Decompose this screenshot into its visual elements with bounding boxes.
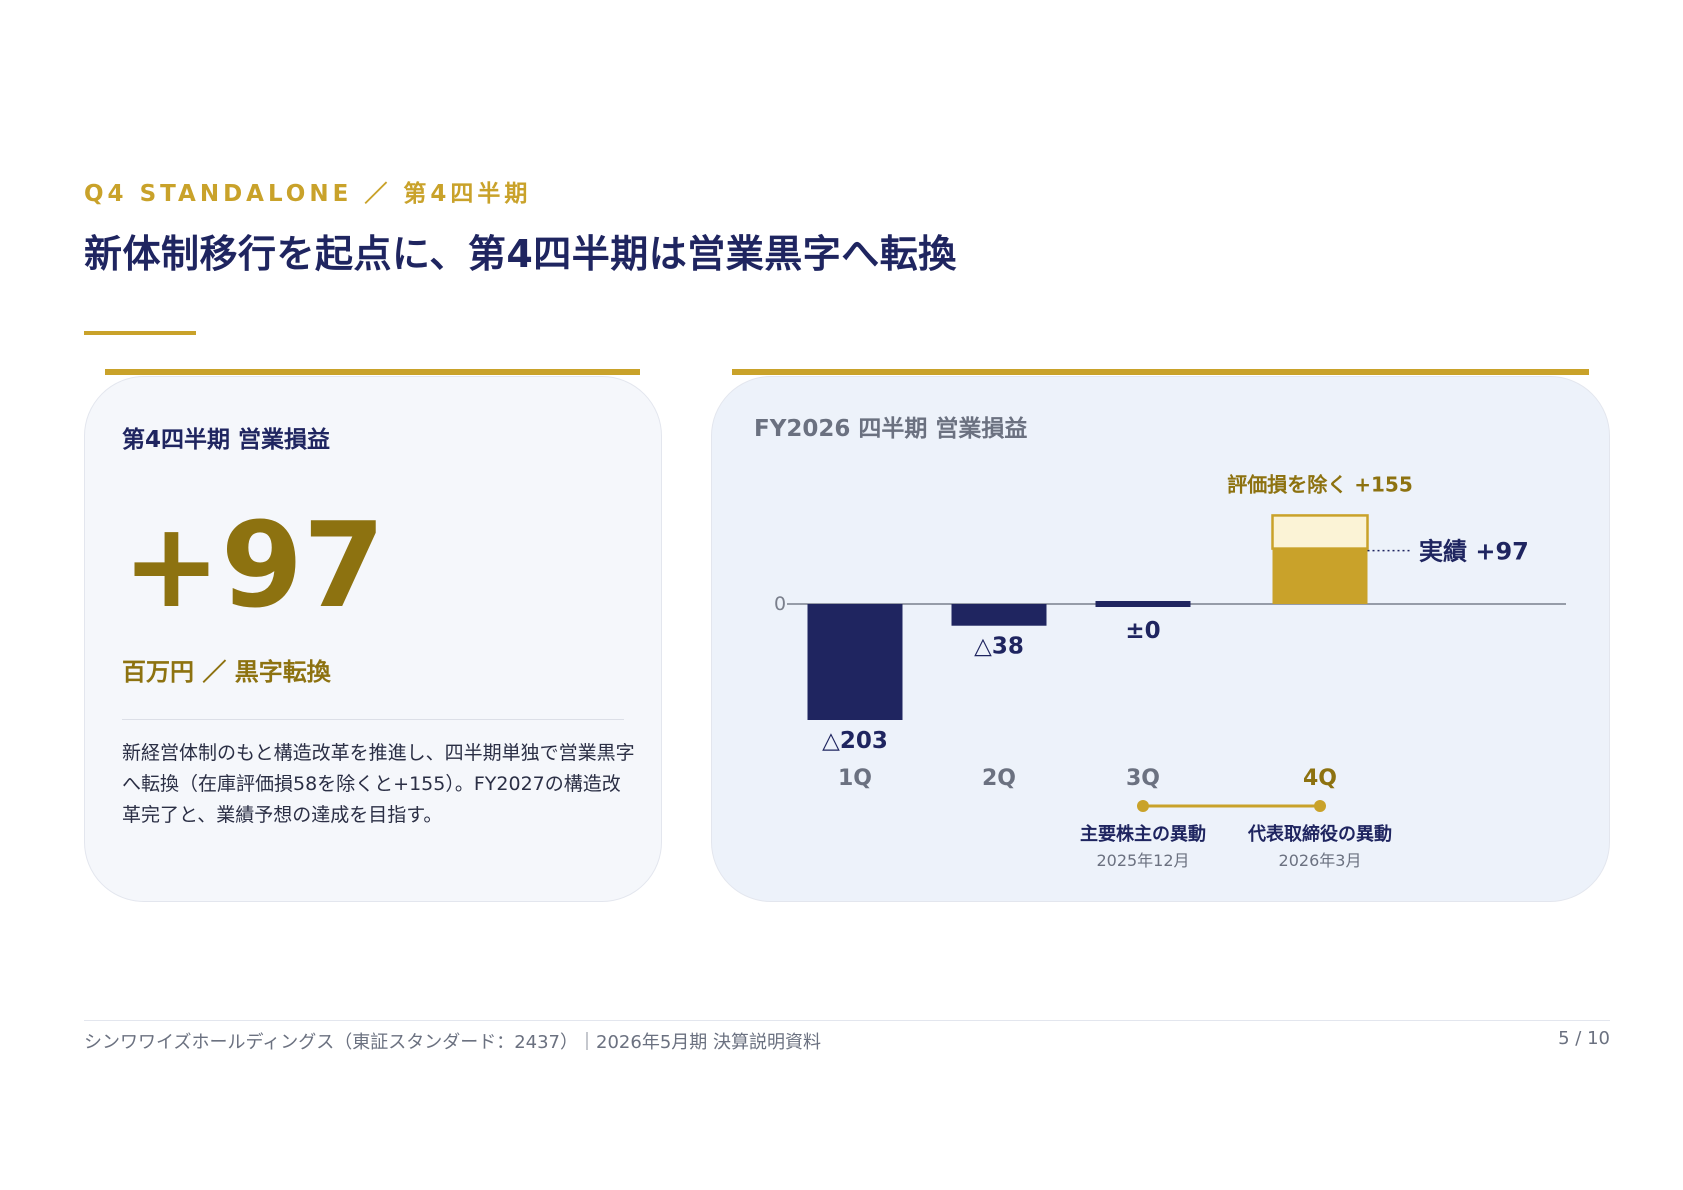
data-label-1Q: △203 [822,728,888,754]
left-card-divider [122,719,624,720]
operating-profit-unit: 百万円 ／ 黒字転換 [122,658,331,686]
excluding-impairment-label: 評価損を除く +155 [1227,472,1412,496]
data-label-3Q: ±0 [1125,618,1160,644]
category-label-1Q: 1Q [838,766,872,791]
description-line: へ転換（在庫評価損58を除くと+155）。FY2027の構造改 [122,773,621,795]
data-label-2Q: △38 [974,634,1024,660]
left-card [84,376,662,902]
page-title: 新体制移行を起点に、第4四半期は営業黒字へ転換 [84,232,957,276]
section-eyebrow: Q4 STANDALONE ／ 第4四半期 [84,181,532,207]
event-date-2: 2026年3月 [1279,851,1362,870]
left-card-heading: 第4四半期 営業損益 [122,427,331,453]
description-line: 新経営体制のもと構造改革を推進し、四半期単独で営業黒字 [122,742,635,764]
zero-tick-label: 0 [774,593,786,615]
category-label-2Q: 2Q [982,766,1016,791]
left-card-accent-bar [105,369,640,375]
event-label-2: 代表取締役の異動 [1247,823,1392,845]
event-marker-2 [1314,800,1326,812]
chart-heading: FY2026 四半期 営業損益 [754,416,1028,442]
bar-1Q [807,604,903,720]
page-number: 5 / 10 [1558,1028,1610,1049]
left-card-description: 新経営体制のもと構造改革を推進し、四半期単独で営業黒字 へ転換（在庫評価損58を… [122,738,635,831]
footer-company: シンワワイズホールディングス（東証スタンダード：2437）｜2026年5月期 決… [84,1032,821,1053]
event-date-1: 2025年12月 [1096,851,1189,870]
operating-profit-value: +97 [122,496,386,634]
category-label-3Q: 3Q [1126,766,1160,791]
right-card-accent-bar [732,369,1589,375]
bar-2Q [951,604,1047,626]
description-line: 革完了と、業績予想の達成を目指す。 [122,804,443,826]
event-marker-1 [1137,800,1149,812]
bar-4Q-excluding-impairment [1271,514,1369,550]
footer-rule [84,1020,1610,1021]
bar-3Q [1095,601,1191,607]
bar-4Q [1272,548,1368,604]
category-label-4Q: 4Q [1303,766,1337,791]
event-label-1: 主要株主の異動 [1080,823,1206,845]
actual-value-label: 実績 +97 [1419,538,1529,566]
title-accent-rule [84,331,196,335]
